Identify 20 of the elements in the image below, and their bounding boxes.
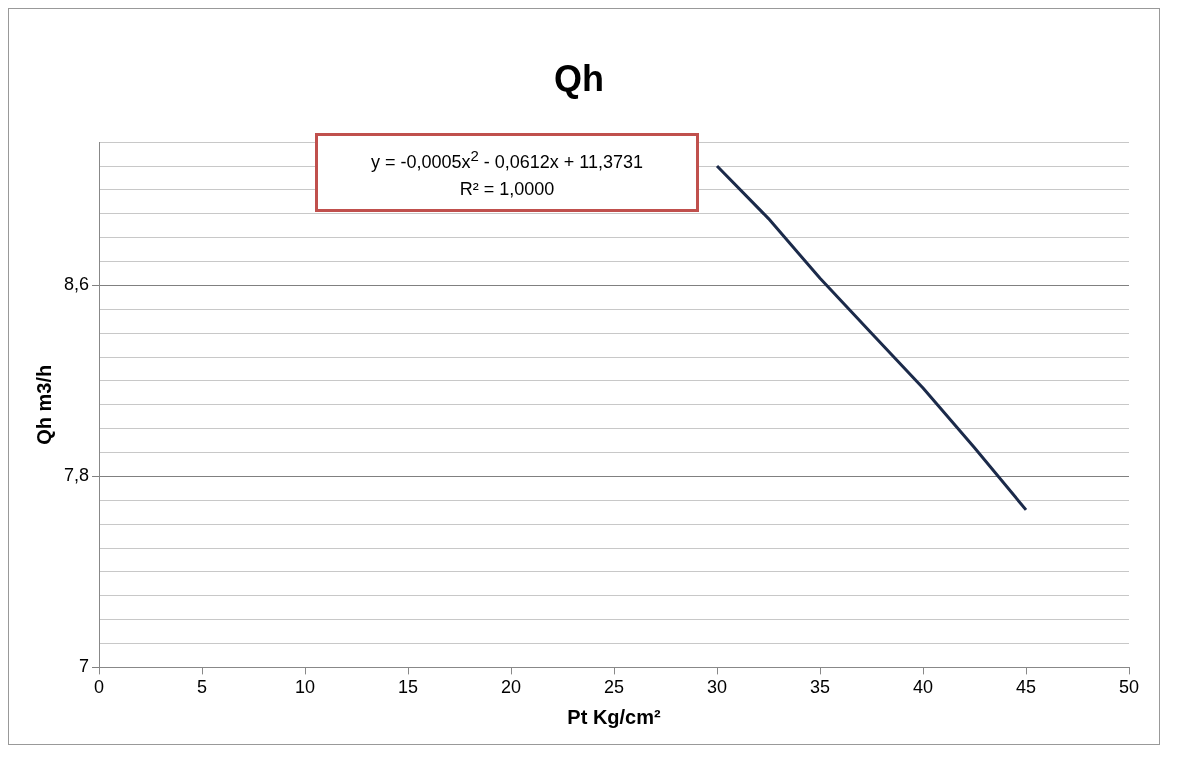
x-tick-label: 45	[1015, 677, 1037, 698]
x-tick-label: 50	[1118, 677, 1140, 698]
x-tick-label: 25	[604, 677, 625, 698]
x-axis-title: Pt Kg/cm²	[567, 705, 662, 728]
x-tick-label: 5	[197, 677, 208, 698]
x-tick-label: 20	[501, 677, 522, 698]
x-tick-label: 10	[295, 677, 316, 698]
y-tick-label: 7	[79, 656, 90, 677]
annotation: R² = 1,0000	[458, 178, 556, 201]
x-tick-label: 0	[94, 677, 105, 698]
y-tick-label: 8,6	[63, 274, 90, 295]
x-tick-label: 30	[706, 677, 728, 698]
y-axis-title: Qh m3/h	[32, 364, 55, 445]
y-tick-label: 7,8	[63, 465, 90, 486]
annotation: y = -0,0005x$^{2}$ - 0,0612x + 11,3731	[369, 146, 645, 174]
chart-title: Qh	[554, 57, 604, 99]
x-tick-label: 40	[912, 677, 934, 698]
x-tick-label: 15	[398, 677, 419, 698]
label-box: y = -0,0005x$^{2}$ - 0,0612x + 11,3731 R² = 1,0000	[315, 133, 699, 212]
x-tick-label: 35	[809, 677, 831, 698]
